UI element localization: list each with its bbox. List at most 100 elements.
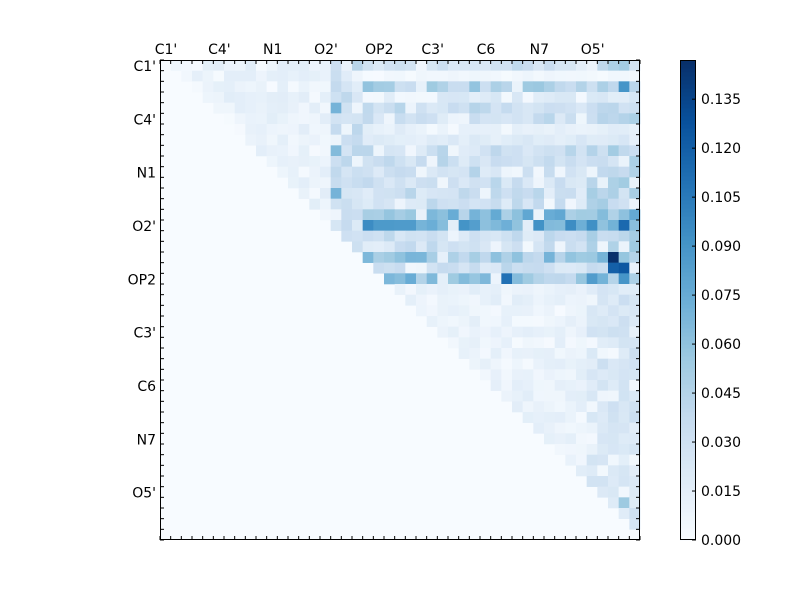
heatmap-cell [256,81,267,93]
heatmap-cell [512,230,523,242]
heatmap-cell [608,220,619,231]
heatmap-cell [618,369,630,381]
colorbar-strip [680,516,696,521]
heatmap-cell [533,198,545,210]
heatmap-cell [416,209,427,221]
heatmap-cell [490,252,502,263]
heatmap-cell [458,316,470,327]
heatmap-cell [576,60,587,71]
heatmap-cell [533,348,545,359]
heatmap-cell [277,81,289,93]
colorbar-strip [680,356,696,361]
heatmap-cell [330,134,342,146]
colorbar-strip [680,116,696,121]
heatmap-cell [554,337,566,349]
heatmap-cell [565,188,577,199]
heatmap-cell [629,380,641,391]
heatmap-cell [629,305,641,317]
heatmap-cell [458,102,470,114]
heatmap-cell [480,284,491,295]
heatmap-cell [544,198,555,210]
heatmap-cell [320,134,331,146]
heatmap-cell [490,102,502,114]
colorbar-strip [680,212,696,217]
heatmap-cell [416,166,427,178]
heatmap-cell [608,444,619,455]
heatmap-cell [309,60,321,71]
heatmap-cell [330,188,342,199]
heatmap-cell [298,81,310,93]
heatmap-cell [437,326,449,338]
heatmap-cell [597,209,609,221]
heatmap-cell [629,241,641,253]
heatmap-cell [330,220,342,231]
heatmap-cell [448,316,459,327]
heatmap-cell [480,124,491,135]
heatmap-cell [576,145,587,157]
heatmap-cell [629,102,641,114]
colorbar-strip [680,408,696,413]
heatmap-cell [234,124,246,135]
heatmap-cell [384,188,395,199]
heatmap-cell [608,465,619,477]
heatmap-cell [565,166,577,178]
heatmap-cell [522,316,534,327]
heatmap-cell [394,145,406,157]
heatmap-cell [544,113,555,125]
heatmap-cell [288,134,299,146]
heatmap-cell [224,70,235,82]
heatmap-cell [565,337,577,349]
heatmap-cell [576,380,587,391]
heatmap-cell [586,113,598,125]
heatmap-cell [608,358,619,370]
heatmap-cell [544,188,555,199]
heatmap-cell [352,124,363,135]
heatmap-cell [277,156,289,167]
heatmap-cell [405,262,417,274]
heatmap-cell [448,294,459,306]
heatmap-cell [554,81,566,93]
heatmap-cell [586,380,598,391]
heatmap-cell [469,209,481,221]
heatmap-cell [405,166,417,178]
heatmap-cell [608,476,619,487]
heatmap-cell [405,102,417,114]
y-tick-label: C3' [133,326,156,342]
heatmap-cell [586,337,598,349]
colorbar-strip [680,512,696,517]
heatmap-cell [458,145,470,157]
heatmap-cell [629,433,641,445]
colorbar-strip [680,272,696,277]
heatmap-cell [362,145,374,157]
x-tick-labels: C1' C4' N1 O2' OP2 C3' C6 N7 O5' [155,42,605,58]
colorbar-strip [680,396,696,401]
heatmap-cell [373,241,385,253]
heatmap-cell [469,177,481,189]
heatmap-cell [608,166,619,178]
heatmap-cell [448,92,459,103]
heatmap-cell [629,262,641,274]
heatmap-cell [501,326,513,338]
heatmap-cell [426,70,438,82]
heatmap-cell [501,241,513,253]
heatmap-cell [362,92,374,103]
heatmap-cell [597,113,609,125]
colorbar-strip [680,220,696,225]
heatmap-cell [544,220,555,231]
heatmap-cell [522,284,534,295]
heatmap-cell [618,476,630,487]
heatmap-cell [618,177,630,189]
heatmap-cell [416,230,427,242]
colorbar-strip [680,280,696,285]
heatmap-cell [544,241,555,253]
heatmap-cell [266,134,278,146]
heatmap-cell [554,92,566,103]
colorbar-strip [680,424,696,429]
colorbar-strip [680,328,696,333]
heatmap-cell [522,220,534,231]
heatmap-cell [512,102,523,114]
heatmap-cell [256,124,267,135]
heatmap-cell [373,230,385,242]
heatmap-cell [469,92,481,103]
heatmap-cell [405,198,417,210]
